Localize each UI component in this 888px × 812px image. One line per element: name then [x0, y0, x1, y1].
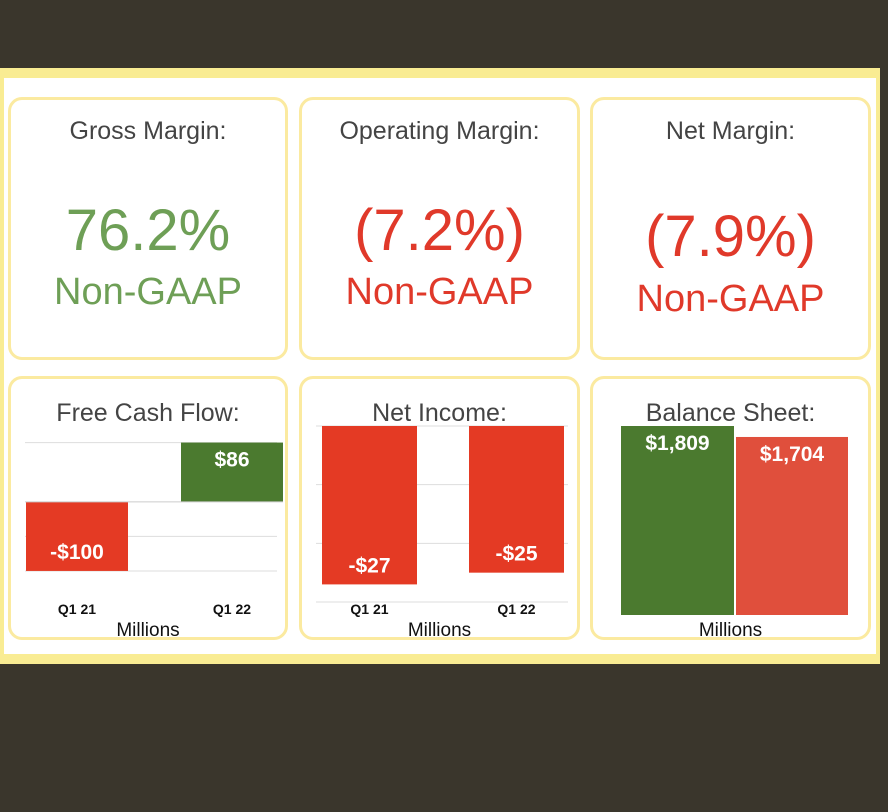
net-margin-card: Net Margin: (7.9%) Non-GAAP: [590, 97, 871, 360]
card-title: Gross Margin:: [69, 117, 227, 145]
tick-label: Q1 22: [213, 601, 251, 617]
tick-label: Q1 21: [350, 601, 388, 617]
kpi-value: 76.2%: [65, 198, 231, 263]
data-label: -$27: [348, 554, 390, 577]
free-cash-flow-chart: -$100 Q1 21 $86 Q1 22: [25, 442, 283, 617]
tick-label: Q1 21: [58, 601, 96, 617]
card-title: Net Margin:: [665, 117, 796, 145]
gross-margin-card: Gross Margin: 76.2% Non-GAAP: [8, 97, 288, 360]
kpi-label: Non-GAAP: [636, 278, 825, 320]
chart-title: Net Income:: [372, 399, 507, 427]
operating-margin-card: Operating Margin: (7.2%) Non-GAAP: [299, 97, 580, 360]
bar: [322, 426, 417, 585]
balance-sheet-card: Balance Sheet: $1,809 $1,704 Millions: [590, 376, 871, 640]
x-axis-label: Millions: [116, 620, 180, 640]
data-label: -$25: [495, 543, 537, 566]
x-axis-label: Millions: [407, 620, 472, 640]
bar: [469, 426, 564, 573]
net-income-chart: -$27 Q1 21 -$25 Q1 22: [316, 425, 568, 617]
chart-title: Free Cash Flow:: [56, 399, 240, 427]
tick-label: Q1 22: [497, 601, 535, 617]
bar: [621, 426, 734, 615]
data-label: $1,809: [645, 432, 709, 455]
chart-title: Balance Sheet:: [645, 399, 816, 427]
card-title: Operating Margin:: [339, 117, 540, 145]
kpi-label: Non-GAAP: [54, 271, 242, 313]
bar: [736, 436, 848, 615]
bar: [26, 501, 128, 571]
kpi-value: (7.2%): [354, 198, 525, 263]
data-label: $1,704: [760, 443, 825, 466]
balance-sheet-chart: $1,809 $1,704: [621, 426, 848, 615]
free-cash-flow-card: Free Cash Flow: -$100 Q1 21 $86 Q1 22 Milli…: [8, 376, 288, 640]
x-axis-label: Millions: [698, 620, 763, 640]
data-label: $86: [214, 449, 249, 472]
data-label: -$100: [50, 541, 104, 564]
net-income-card: Net Income: -$27 Q1 21 -$25 Q1 22 Millions: [299, 376, 580, 640]
bar: [181, 442, 283, 502]
kpi-label: Non-GAAP: [345, 271, 534, 313]
kpi-value: (7.9%): [645, 204, 816, 269]
